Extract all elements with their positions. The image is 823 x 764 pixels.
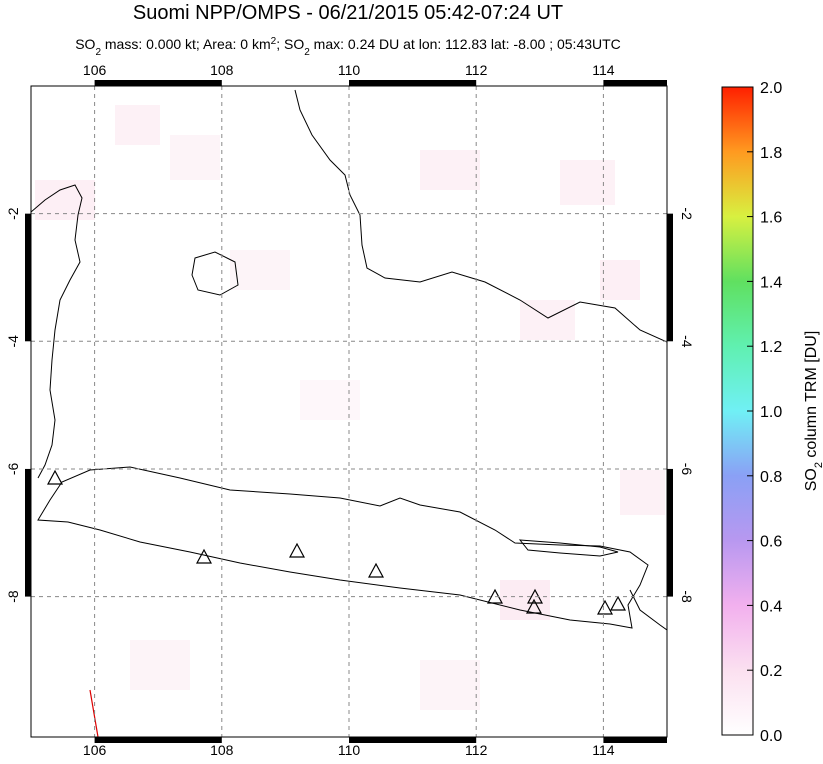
lat-tick-label: -4 — [679, 335, 695, 348]
subtitle-part: 2 — [95, 47, 101, 58]
coastlines — [31, 89, 667, 631]
colorbar-tick-label: 1.2 — [760, 339, 782, 356]
map-area — [31, 86, 667, 737]
lat-tick-label: -4 — [5, 335, 21, 348]
colorbar-label-part: column TRM [DU] — [803, 331, 820, 462]
colorbar-label: SO2 column TRM [DU] — [803, 331, 823, 492]
map-frame — [25, 80, 673, 743]
lon-tick-label: 108 — [210, 62, 234, 78]
lon-tick-label: 112 — [465, 62, 488, 78]
lon-tick-label: 106 — [83, 62, 107, 78]
lat-tick-label: -8 — [5, 590, 21, 603]
frame-bar — [25, 213, 31, 342]
so2-patches — [35, 105, 665, 710]
colorbar: 0.0 0.2 0.4 0.6 0.8 1.0 1.2 1.4 1.6 1.8 2.0 SO2 col… — [721, 80, 823, 745]
subtitle-part: 2 — [271, 36, 277, 47]
grid — [31, 86, 667, 737]
lon-tick-label: 106 — [83, 742, 107, 758]
lon-tick-label: 110 — [338, 742, 361, 758]
volcano-markers — [46, 469, 627, 615]
lon-tick-label: 114 — [592, 742, 615, 758]
colorbar-tick-label: 2.0 — [760, 80, 782, 97]
colorbar-tick-label: 1.8 — [760, 145, 782, 162]
lon-tick-label: 108 — [210, 742, 234, 758]
frame-bar — [667, 468, 673, 597]
title: Suomi NPP/OMPS - 06/21/2015 05:42-07:24 … — [133, 2, 563, 24]
frame-bar — [25, 468, 31, 597]
subtitle-part: 2 — [304, 47, 310, 58]
colorbar-tick-label: 0.8 — [760, 469, 782, 486]
frame-bar — [667, 213, 673, 342]
frame-bar — [603, 737, 667, 743]
lat-tick-label: -2 — [5, 207, 21, 220]
lat-tick-label: -8 — [679, 590, 695, 603]
subtitle-part: ; SO — [276, 36, 304, 52]
frame-bar — [349, 80, 477, 86]
frame-bar — [349, 737, 477, 743]
colorbar-tick-label: 0.4 — [760, 598, 782, 615]
subtitle-part: max: 0.24 DU at lon: 112.83 lat: -8.00 ;… — [310, 36, 621, 52]
colorbar-label-part: 2 — [813, 462, 823, 468]
colorbar-tick-label: 0.6 — [760, 534, 782, 551]
colorbar-tick-label: 0.0 — [760, 728, 782, 745]
colorbar-label-part: SO — [803, 468, 820, 491]
colorbar-tick-label: 1.4 — [760, 274, 782, 291]
orbit-edge — [89, 689, 99, 737]
lat-tick-label: -2 — [679, 207, 695, 220]
frame-bar — [94, 737, 222, 743]
frame-bar — [94, 80, 222, 86]
subtitle: SO2 mass: 0.000 kt; Area: 0 km2; SO2 max… — [75, 36, 621, 58]
frame-bar — [603, 80, 667, 86]
colorbar-tick-label: 1.6 — [760, 210, 782, 227]
colorbar-tick-label: 0.2 — [760, 663, 782, 680]
lat-tick-label: -6 — [5, 463, 21, 476]
colorbar-tick-label: 1.0 — [760, 404, 782, 421]
lon-tick-label: 112 — [465, 742, 488, 758]
subtitle-part: mass: 0.000 kt; Area: 0 km — [101, 36, 271, 52]
lon-tick-label: 114 — [592, 62, 615, 78]
lat-tick-label: -6 — [679, 463, 695, 476]
lon-tick-label: 110 — [338, 62, 361, 78]
subtitle-part: SO — [75, 36, 95, 52]
